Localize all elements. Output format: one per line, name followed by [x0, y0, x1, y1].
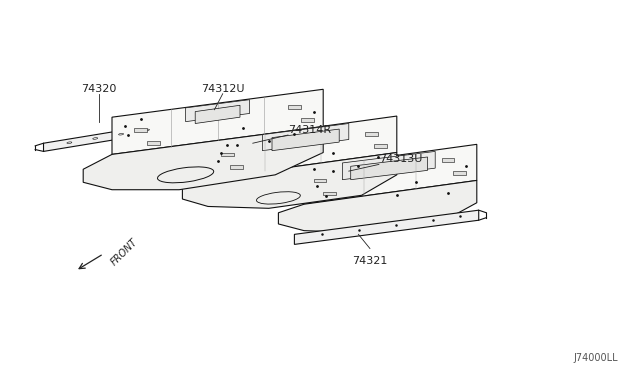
Polygon shape [272, 129, 339, 151]
Polygon shape [221, 153, 234, 156]
Text: FRONT: FRONT [109, 237, 140, 267]
Ellipse shape [118, 134, 124, 135]
Polygon shape [208, 116, 397, 179]
Text: 74312U: 74312U [201, 84, 244, 94]
Polygon shape [304, 144, 477, 204]
Polygon shape [230, 165, 243, 169]
Ellipse shape [257, 192, 300, 204]
Polygon shape [134, 128, 147, 132]
Ellipse shape [157, 167, 214, 183]
Polygon shape [323, 192, 336, 195]
Polygon shape [294, 210, 479, 244]
Polygon shape [195, 105, 240, 124]
Text: 74320: 74320 [81, 84, 117, 94]
Ellipse shape [67, 142, 72, 144]
Polygon shape [442, 158, 454, 162]
Text: 74321: 74321 [352, 256, 388, 266]
Text: 74313U: 74313U [379, 154, 422, 164]
Polygon shape [351, 157, 428, 180]
Polygon shape [314, 179, 326, 182]
Polygon shape [278, 180, 477, 232]
Polygon shape [374, 144, 387, 148]
Polygon shape [186, 100, 250, 122]
Polygon shape [44, 122, 173, 151]
Polygon shape [365, 132, 378, 136]
Polygon shape [453, 171, 466, 175]
Polygon shape [182, 153, 397, 208]
Ellipse shape [93, 138, 98, 139]
Polygon shape [147, 141, 160, 145]
Text: J74000LL: J74000LL [573, 353, 618, 363]
Polygon shape [112, 89, 323, 154]
Text: 74314R: 74314R [288, 125, 331, 135]
Polygon shape [262, 124, 349, 151]
Polygon shape [301, 118, 314, 122]
Polygon shape [83, 126, 323, 190]
Polygon shape [342, 151, 435, 180]
Polygon shape [288, 105, 301, 109]
Ellipse shape [145, 129, 149, 131]
